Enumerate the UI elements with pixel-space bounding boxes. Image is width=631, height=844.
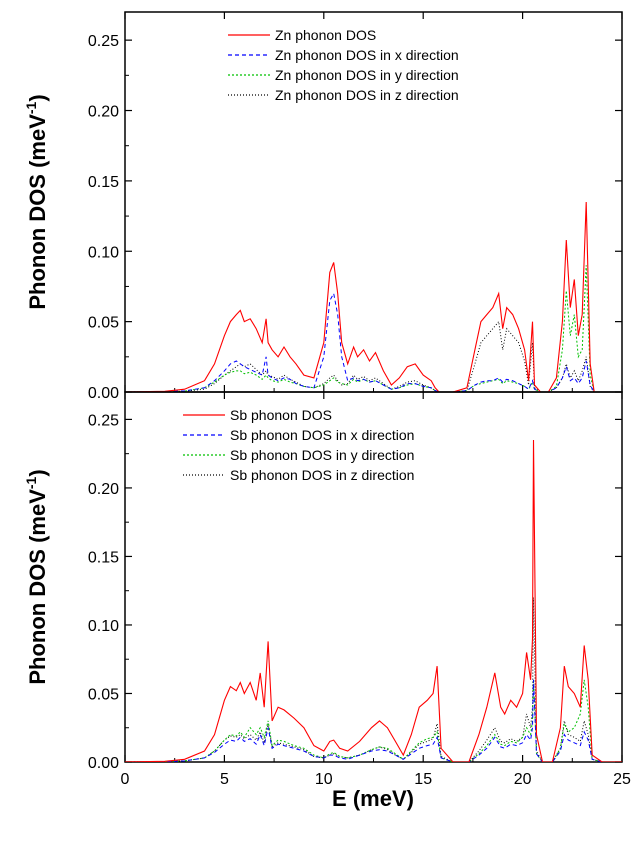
y-tick-label: 0.10 xyxy=(88,618,119,635)
series-line-sb-phonon-dos xyxy=(125,439,622,762)
y-tick-label: 0.00 xyxy=(88,385,119,402)
y-tick-label: 0.15 xyxy=(88,174,119,191)
y-tick-label: 0.20 xyxy=(88,481,119,498)
top-panel-zn: 0.00 0.05 0.10 0.15 0.20 0.25 Zn phonon DOS Zn … xyxy=(23,11,623,402)
y-tick-label: 0.05 xyxy=(88,686,119,703)
x-tick-label: 20 xyxy=(514,771,532,788)
legend-entry: Sb phonon DOS in z direction xyxy=(230,467,414,483)
legend-entry: Sb phonon DOS in y direction xyxy=(230,447,414,463)
bottom-panel-sb: 0.00 0.05 0.10 0.15 0.20 0.25 0 5 10 15 20 25 Sb pho… xyxy=(23,391,631,788)
legend-entry: Sb phonon DOS in x direction xyxy=(230,427,414,443)
series-line-zn-phonon-dos-in-y-direction xyxy=(125,265,622,392)
series-line-sb-phonon-dos-in-y-direction xyxy=(125,679,622,762)
legend-entry: Zn phonon DOS xyxy=(275,27,376,43)
y-tick-label: 0.00 xyxy=(88,755,119,772)
y-axis-label: Phonon DOS (meV-1) xyxy=(23,94,50,309)
y-tick-label: 0.05 xyxy=(88,315,119,332)
series-line-sb-phonon-dos-in-z-direction xyxy=(125,597,622,762)
x-tick-label: 0 xyxy=(121,771,130,788)
x-tick-label: 15 xyxy=(414,771,432,788)
legend-entry: Zn phonon DOS in z direction xyxy=(275,87,459,103)
x-tick-label: 5 xyxy=(220,771,229,788)
series-line-sb-phonon-dos-in-x-direction xyxy=(125,679,622,762)
x-tick-label: 25 xyxy=(613,771,631,788)
y-tick-label: 0.20 xyxy=(88,104,119,121)
y-tick-label: 0.15 xyxy=(88,549,119,566)
x-tick-label: 10 xyxy=(315,771,333,788)
series-line-zn-phonon-dos-in-x-direction xyxy=(125,292,622,392)
series-line-zn-phonon-dos xyxy=(125,201,622,392)
legend-entry: Sb phonon DOS xyxy=(230,407,332,423)
legend-entry: Zn phonon DOS in y direction xyxy=(275,67,459,83)
y-tick-label: 0.25 xyxy=(88,33,119,50)
legend-entry: Zn phonon DOS in x direction xyxy=(275,47,459,63)
y-tick-label: 0.25 xyxy=(88,412,119,429)
series-line-zn-phonon-dos-in-z-direction xyxy=(125,320,622,392)
x-axis-label: E (meV) xyxy=(332,786,414,811)
y-tick-label: 0.10 xyxy=(88,244,119,261)
y-axis-label: Phonon DOS (meV-1) xyxy=(23,469,50,684)
